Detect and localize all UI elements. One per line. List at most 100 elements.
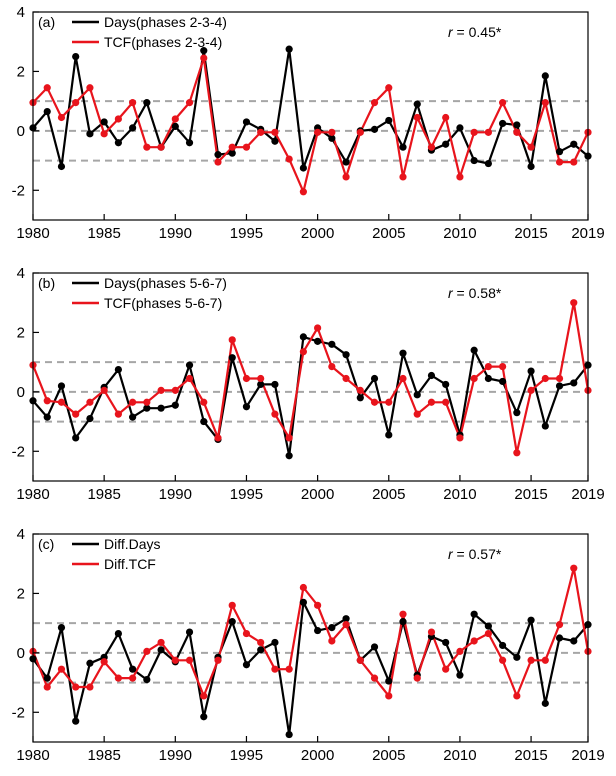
data-point-tcf bbox=[228, 143, 236, 151]
data-point-days bbox=[370, 125, 379, 133]
x-tick-label: 2019 bbox=[571, 486, 604, 503]
data-point-tcf bbox=[470, 128, 478, 136]
data-point-tcf bbox=[370, 674, 379, 682]
data-point-days bbox=[342, 351, 350, 359]
data-point-tcf bbox=[385, 398, 393, 406]
data-point-days bbox=[314, 626, 322, 635]
data-point-tcf bbox=[314, 601, 322, 609]
panel-label: (c) bbox=[38, 536, 54, 552]
data-point-days bbox=[413, 391, 421, 399]
data-point-tcf bbox=[72, 410, 80, 418]
data-point-tcf bbox=[185, 374, 194, 383]
series-line-tcf bbox=[31, 301, 590, 454]
data-point-tcf bbox=[257, 638, 265, 647]
x-tick-label: 2019 bbox=[571, 747, 604, 764]
data-point-tcf bbox=[157, 143, 165, 151]
data-point-tcf bbox=[499, 363, 507, 371]
data-point-days bbox=[527, 162, 535, 171]
data-point-tcf bbox=[527, 143, 535, 151]
data-point-days bbox=[271, 137, 279, 145]
x-tick-label: 1985 bbox=[87, 747, 120, 764]
series-line-days bbox=[32, 601, 589, 736]
data-point-tcf bbox=[442, 398, 450, 406]
data-point-tcf bbox=[43, 683, 51, 691]
series-line-days bbox=[32, 47, 589, 170]
legend-label-tcf: TCF(phases 2-3-4) bbox=[104, 34, 222, 50]
series-line-tcf bbox=[31, 567, 590, 698]
legend-label-tcf: Diff.TCF bbox=[104, 556, 156, 572]
data-point-days bbox=[171, 122, 179, 130]
data-point-tcf bbox=[570, 158, 578, 166]
data-point-days bbox=[43, 107, 51, 116]
x-tick-label: 2010 bbox=[443, 225, 476, 242]
data-point-days bbox=[370, 374, 379, 383]
data-point-days bbox=[242, 118, 251, 126]
data-point-days bbox=[570, 637, 578, 645]
data-point-days bbox=[57, 162, 66, 171]
data-point-tcf bbox=[86, 398, 94, 406]
data-point-days bbox=[114, 365, 122, 374]
data-point-days bbox=[456, 124, 464, 132]
data-point-days bbox=[114, 139, 122, 147]
data-point-tcf bbox=[171, 656, 179, 664]
data-point-days bbox=[513, 121, 521, 129]
x-tick-label: 1980 bbox=[16, 486, 49, 503]
data-point-tcf bbox=[271, 410, 279, 418]
data-point-tcf bbox=[484, 128, 492, 136]
correlation-value: = 0.58* bbox=[453, 285, 502, 301]
series-line-days bbox=[32, 335, 589, 457]
data-point-days bbox=[555, 382, 564, 390]
data-point-days bbox=[200, 713, 208, 721]
data-point-tcf bbox=[86, 84, 94, 92]
x-tick-label: 2010 bbox=[443, 747, 476, 764]
data-point-days bbox=[299, 598, 307, 606]
data-point-tcf bbox=[513, 128, 521, 136]
x-tick-label: 1990 bbox=[159, 486, 192, 503]
x-tick-label: 2005 bbox=[372, 486, 405, 503]
data-point-tcf bbox=[413, 674, 421, 682]
data-point-tcf bbox=[299, 583, 307, 592]
data-point-tcf bbox=[555, 621, 564, 629]
y-tick-label: -2 bbox=[12, 443, 25, 460]
data-point-days bbox=[570, 379, 578, 387]
data-point-days bbox=[456, 671, 464, 679]
data-point-tcf bbox=[484, 363, 492, 371]
correlation-symbol: r bbox=[448, 546, 454, 562]
data-point-tcf bbox=[442, 665, 450, 673]
data-point-days bbox=[399, 618, 407, 626]
data-point-tcf bbox=[456, 647, 464, 655]
x-tick-label: 2000 bbox=[301, 225, 334, 242]
data-point-days bbox=[143, 99, 151, 107]
x-tick-label: 2000 bbox=[301, 747, 334, 764]
correlation-label: r = 0.45* bbox=[448, 24, 502, 40]
data-point-tcf bbox=[356, 656, 364, 664]
data-point-tcf bbox=[200, 54, 208, 62]
data-point-tcf bbox=[527, 386, 535, 394]
data-point-tcf bbox=[242, 143, 251, 151]
data-point-days bbox=[541, 422, 549, 430]
data-point-days bbox=[257, 380, 265, 389]
data-point-tcf bbox=[499, 99, 507, 107]
data-point-days bbox=[72, 52, 80, 61]
legend-label-days: Diff.Days bbox=[104, 536, 161, 552]
data-point-days bbox=[484, 622, 492, 630]
y-tick-label: 0 bbox=[17, 384, 25, 401]
series-line-tcf bbox=[32, 56, 589, 193]
data-point-tcf bbox=[470, 374, 478, 383]
data-point-tcf bbox=[143, 647, 151, 655]
data-point-tcf bbox=[541, 656, 549, 664]
y-tick-label: 2 bbox=[17, 63, 25, 80]
data-point-tcf bbox=[185, 656, 194, 664]
data-point-days bbox=[72, 717, 80, 725]
data-point-tcf bbox=[214, 434, 222, 442]
data-point-days bbox=[271, 638, 279, 647]
data-point-days bbox=[385, 116, 393, 125]
data-point-days bbox=[57, 382, 66, 390]
data-point-days bbox=[242, 403, 251, 411]
data-point-tcf bbox=[342, 621, 350, 629]
data-point-days bbox=[57, 624, 66, 632]
data-point-days bbox=[427, 371, 436, 380]
data-point-tcf bbox=[299, 188, 307, 196]
chart-panel-2: 1980 1985 1990 1995 2000 2005 2010 2015 2019 -2 0 2… bbox=[12, 265, 605, 503]
data-point-tcf bbox=[214, 158, 222, 166]
